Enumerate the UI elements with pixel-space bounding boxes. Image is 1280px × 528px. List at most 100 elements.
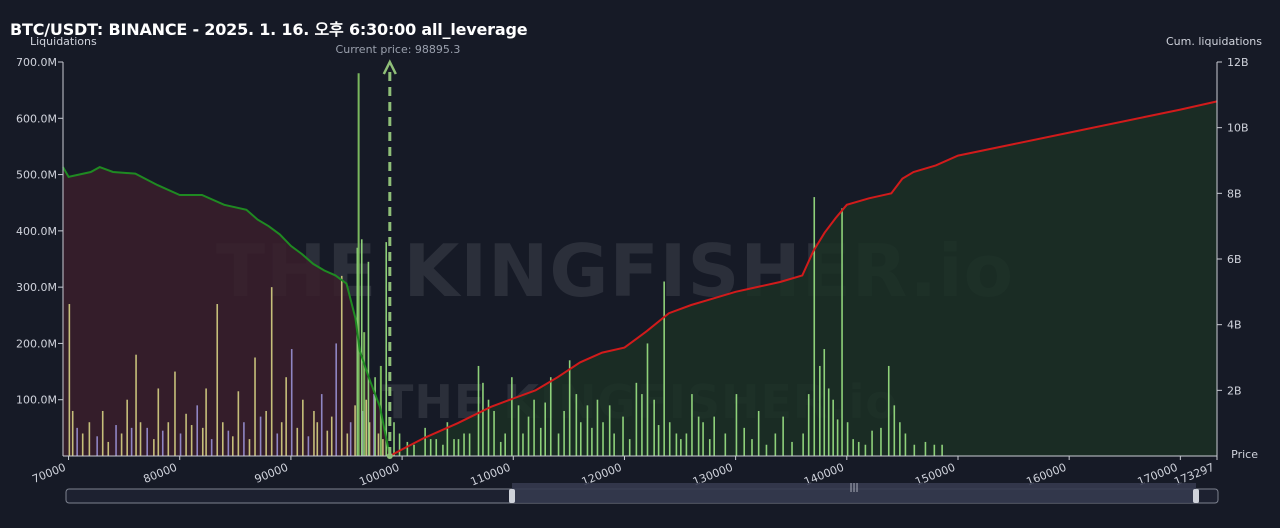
long-liquidation-bar [362,410,364,456]
short-liquidation-bar [887,365,890,456]
short-liquidation-bar [463,433,465,456]
short-liquidation-bar [429,439,432,456]
liquidation-spike-bar [357,73,360,456]
y-right-tick-label: 8B [1227,187,1242,200]
short-liquidation-bar [413,444,415,456]
short-liquidation-bar [533,399,535,456]
long-liquidation-bar [227,430,230,456]
long-liquidation-bar [81,433,84,456]
cumulative-lines [62,100,1218,457]
short-liquidation-bar [646,343,649,456]
range-scroller[interactable]: ||| [65,483,1219,504]
axis-labels: Liquidations Cum. liquidations Price Cur… [30,35,1262,461]
short-liquidation-bar [675,433,678,456]
short-liquidation-bar [575,394,578,456]
short-liquidation-bar [457,439,460,456]
long-liquidation-bar [270,287,273,456]
short-liquidation-bar [622,416,624,456]
short-liquidation-bar [880,427,882,456]
short-liquidation-bar [360,239,363,456]
short-liquidation-bar [765,444,768,456]
short-liquidation-bar [735,394,738,456]
long-liquidation-bar [307,436,310,456]
short-liquidation-bar [791,441,793,456]
long-liquidation-bar [320,394,323,456]
long-liquidation-bar [153,439,155,456]
y-left-tick-label: 600.0M [16,112,57,125]
scroller-handle-left [509,489,515,503]
short-liquidation-bar [846,422,849,456]
short-liquidation-bar [453,439,455,456]
current-price-label: Current price: 98895.3 [336,43,461,56]
long-liquidation-bar [157,388,160,456]
long-liquidation-bar [216,304,219,456]
short-liquidation-bar [504,433,506,456]
long-liquidation-bar [302,399,304,456]
long-liquidation-bar [146,427,148,456]
long-liquidation-bar [365,399,368,456]
long-liquidation-bar [259,416,262,456]
long-liquidation-bar [340,275,343,456]
short-liquidation-bar [393,422,395,456]
short-liquidation-bar [563,410,565,456]
y-right-tick-label: 2B [1227,384,1242,397]
short-liquidation-bar [864,444,867,456]
short-liquidation-bar [468,433,471,456]
short-liquidation-bar [913,444,916,456]
short-liquidation-bar [691,394,693,456]
short-liquidation-bar [782,416,784,456]
long-liquidation-bar [190,425,193,456]
long-liquidation-bar [221,422,224,456]
long-liquidation-bar [231,436,234,456]
short-liquidation-bar [899,422,901,456]
liquidation-bars [68,73,943,457]
x-tick-label: 80000 [142,461,179,486]
liquidation-spike-bar [363,332,366,456]
long-liquidation-bar [237,391,240,456]
short-liquidation-bar [591,427,593,456]
short-liquidation-bar [713,416,715,456]
short-liquidation-bar [367,261,370,456]
long-liquidation-bar [316,422,319,456]
long-liquidation-bar [382,439,384,456]
short-liquidation-bar [802,433,804,456]
short-liquidation-bar [549,377,552,456]
short-liquidation-bar [374,377,376,456]
short-liquidation-bar [482,382,484,456]
long-liquidation-bar [368,422,371,456]
long-liquidation-bar [115,425,117,456]
y-left-tick-label: 500.0M [16,169,57,182]
long-liquidation-bar [88,422,91,456]
short-liquidation-bar [544,402,547,456]
short-liquidation-bar [517,405,520,456]
cumulative-area-1 [389,101,1217,457]
y-left-axis-label: Liquidations [30,35,97,48]
short-liquidation-bar [557,433,560,456]
long-liquidation-bar [76,427,78,456]
cumulative-line-0 [62,166,391,457]
long-liquidation-bar [174,371,176,456]
long-liquidation-bar [280,422,283,456]
long-liquidation-bar [290,349,293,456]
short-liquidation-bar [893,405,896,456]
short-liquidation-bar [680,439,682,456]
long-liquidation-bar [130,427,133,456]
long-liquidation-bar [201,427,204,456]
short-liquidation-bar [663,281,665,456]
short-liquidation-bar [852,439,854,456]
short-liquidation-bar [586,405,589,456]
long-liquidation-bar [296,427,299,456]
long-liquidation-bar [196,405,199,456]
long-liquidation-bar [377,433,380,456]
short-liquidation-bar [702,422,704,456]
short-liquidation-bar [841,208,843,456]
long-liquidation-bar [96,436,98,456]
short-liquidation-bar [941,444,943,456]
y-left-tick-label: 400.0M [16,225,57,238]
long-liquidation-bar [326,430,329,456]
long-liquidation-bar [179,433,182,456]
scroller-grip-icon: ||| [849,483,858,493]
long-liquidation-bar [354,405,356,456]
short-liquidation-bar [499,441,502,456]
